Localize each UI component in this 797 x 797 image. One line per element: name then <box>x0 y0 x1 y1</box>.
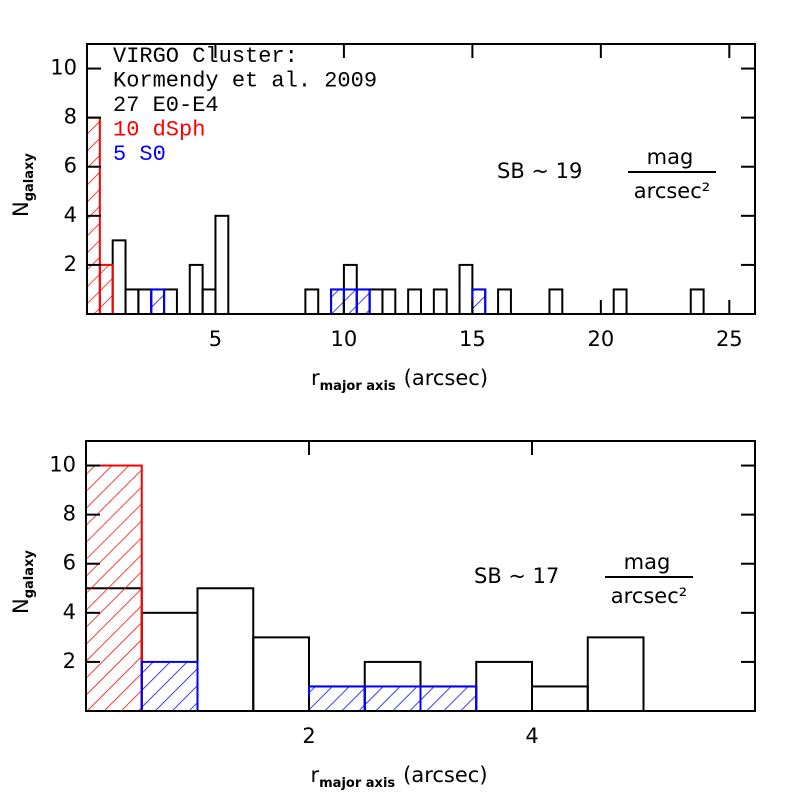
x-label: rmajor axis (arcsec) <box>311 366 488 394</box>
histogram-bar <box>612 288 628 316</box>
histogram-bar <box>432 288 448 316</box>
histogram-bar <box>475 660 533 713</box>
legend-title: VIRGO Cluster: <box>113 44 298 69</box>
y-tick-label: 10 <box>49 453 76 477</box>
x-tick-label: 5 <box>209 327 222 351</box>
histogram-bar <box>355 288 371 316</box>
annotation-numerator: mag <box>647 145 694 169</box>
y-tick-label: 2 <box>63 649 76 673</box>
histogram-bar <box>381 288 397 316</box>
y-tick-label: 8 <box>63 502 76 526</box>
y-tick-label: 10 <box>50 56 77 80</box>
histogram-bar <box>548 288 564 316</box>
histogram-bar <box>163 288 178 316</box>
histogram-bar <box>689 288 705 316</box>
x-label-unit: (arcsec) <box>404 366 488 390</box>
x-label-sub: major axis <box>319 776 395 791</box>
histogram-bar <box>330 288 345 316</box>
histogram-bar <box>111 239 127 315</box>
annotation: SB ~ 17 <box>474 564 559 588</box>
histogram-bar <box>497 288 512 316</box>
plot-frame <box>86 43 756 315</box>
x-label-sub: major axis <box>320 379 396 394</box>
x-label-main: r <box>311 763 320 787</box>
y-label: Ngalaxy <box>9 550 37 614</box>
annotation: SB ~ 19 <box>497 159 582 183</box>
y-tick-label: 6 <box>63 551 76 575</box>
x-tick-label: 4 <box>525 724 538 748</box>
legend-entry: 10 dSph <box>113 117 205 142</box>
y-label-sub: galaxy <box>22 550 37 599</box>
histogram-bar <box>363 685 422 712</box>
annotation-numerator: mag <box>624 550 671 574</box>
histogram-bar <box>308 685 366 712</box>
annotation-denominator: arcsec² <box>611 584 687 608</box>
plot-frame <box>85 440 756 712</box>
histogram-bar <box>137 288 153 316</box>
histogram-bar <box>188 263 204 315</box>
histogram-bar <box>85 464 143 712</box>
histogram-bar <box>368 288 384 316</box>
histogram-bar <box>98 263 114 315</box>
y-tick-label: 4 <box>63 600 76 624</box>
annotation-denominator: arcsec² <box>634 179 710 203</box>
x-tick-label: 25 <box>716 327 743 351</box>
histogram-bar <box>124 288 140 316</box>
histogram-bar <box>252 636 310 713</box>
histogram-bar <box>458 263 474 315</box>
y-label-main: N <box>9 201 33 217</box>
y-tick-label: 2 <box>64 252 77 276</box>
x-tick-label: 10 <box>331 327 358 351</box>
y-tick-label: 8 <box>64 105 77 129</box>
histogram-bar <box>214 214 230 315</box>
x-label-unit: (arcsec) <box>403 763 487 787</box>
legend-entry: 27 E0-E4 <box>113 93 219 118</box>
histogram-bar <box>201 288 217 316</box>
histogram-bar <box>196 587 255 712</box>
histogram-bar <box>150 288 166 316</box>
histogram-bar <box>586 636 645 713</box>
histogram-bar <box>471 288 487 316</box>
x-label-main: r <box>311 366 320 390</box>
x-tick-label: 20 <box>587 327 614 351</box>
histogram-bar <box>140 660 199 713</box>
histogram-bar <box>531 685 589 712</box>
y-label: Ngalaxy <box>9 153 37 217</box>
legend-entry: 5 S0 <box>113 142 166 167</box>
x-label: rmajor axis (arcsec) <box>311 763 488 791</box>
y-label-sub: galaxy <box>22 153 37 202</box>
y-tick-label: 4 <box>64 203 77 227</box>
x-tick-label: 2 <box>302 724 315 748</box>
x-tick-label: 15 <box>459 327 486 351</box>
histogram-bar <box>407 288 422 316</box>
histogram-bar <box>419 685 478 712</box>
histogram-bar <box>304 288 320 316</box>
y-tick-label: 6 <box>64 154 77 178</box>
y-label-main: N <box>9 598 33 614</box>
histogram-bar <box>342 288 358 316</box>
legend-title: Kormendy et al. 2009 <box>113 68 377 93</box>
